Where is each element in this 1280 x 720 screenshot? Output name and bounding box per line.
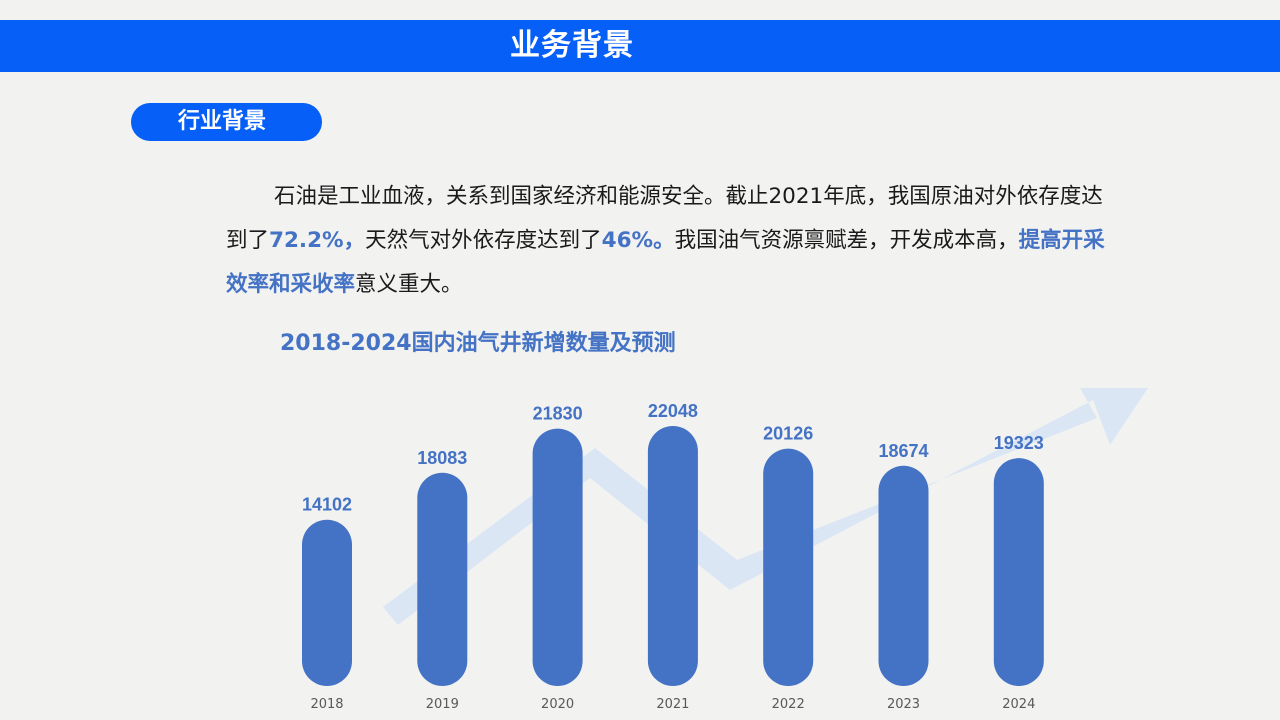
- x-tick-label-2018: 2018: [310, 697, 343, 712]
- bar-2022: [763, 448, 814, 686]
- value-label-2021: 22048: [648, 401, 698, 421]
- paragraph-text-4: 意义重大。: [355, 272, 463, 297]
- value-label-2024: 19323: [994, 433, 1044, 453]
- value-label-2020: 21830: [533, 404, 583, 424]
- bar-2021: [647, 426, 698, 686]
- chart-title: 2018-2024国内油气井新增数量及预测: [280, 331, 676, 356]
- x-tick-label-2024: 2024: [1002, 697, 1035, 712]
- highlight-efficiency: 提高开采效率和采收率: [226, 228, 1105, 297]
- bar-2023: [878, 465, 929, 686]
- x-tick-label-2021: 2021: [656, 697, 689, 712]
- bar-2019: [417, 472, 468, 686]
- section-badge: 行业背景: [131, 103, 322, 141]
- x-tick-label-2023: 2023: [887, 697, 920, 712]
- chart-bars: [302, 426, 1044, 686]
- chart-value-labels: 14102 18083 21830 22048 20126 18674 19323: [302, 401, 1044, 515]
- page-title: 业务背景: [510, 28, 634, 63]
- bar-2020: [532, 428, 583, 686]
- background-paragraph: 石油是工业血液，关系到国家经济和能源安全。截止2021年底，我国原油对外依存度达…: [226, 175, 1116, 307]
- title-bar: 业务背景: [0, 20, 1280, 72]
- x-tick-label-2020: 2020: [541, 697, 574, 712]
- value-label-2022: 20126: [763, 424, 813, 444]
- bar-2024: [993, 458, 1044, 686]
- x-tick-label-2022: 2022: [772, 697, 805, 712]
- highlight-oil-dependency: 72.2%，: [269, 228, 366, 253]
- paragraph-text-1: 石油是工业血液，关系到国家经济和能源安全。截止2021年底，我国原油对外依存度达…: [226, 184, 1103, 253]
- paragraph-text-2: 天然气对外依存度达到了: [365, 228, 602, 253]
- bar-2018: [302, 519, 352, 686]
- x-tick-label-2019: 2019: [426, 697, 459, 712]
- chart-x-labels: 2018 2019 2020 2021 2022 2023 2024: [310, 697, 1035, 712]
- paragraph-text-3: 我国油气资源禀赋差，开发成本高，: [674, 228, 1019, 253]
- value-label-2018: 14102: [302, 495, 352, 515]
- value-label-2019: 18083: [417, 448, 467, 468]
- section-badge-label: 行业背景: [178, 109, 267, 134]
- highlight-gas-dependency: 46%。: [601, 228, 675, 253]
- value-label-2023: 18674: [878, 441, 928, 461]
